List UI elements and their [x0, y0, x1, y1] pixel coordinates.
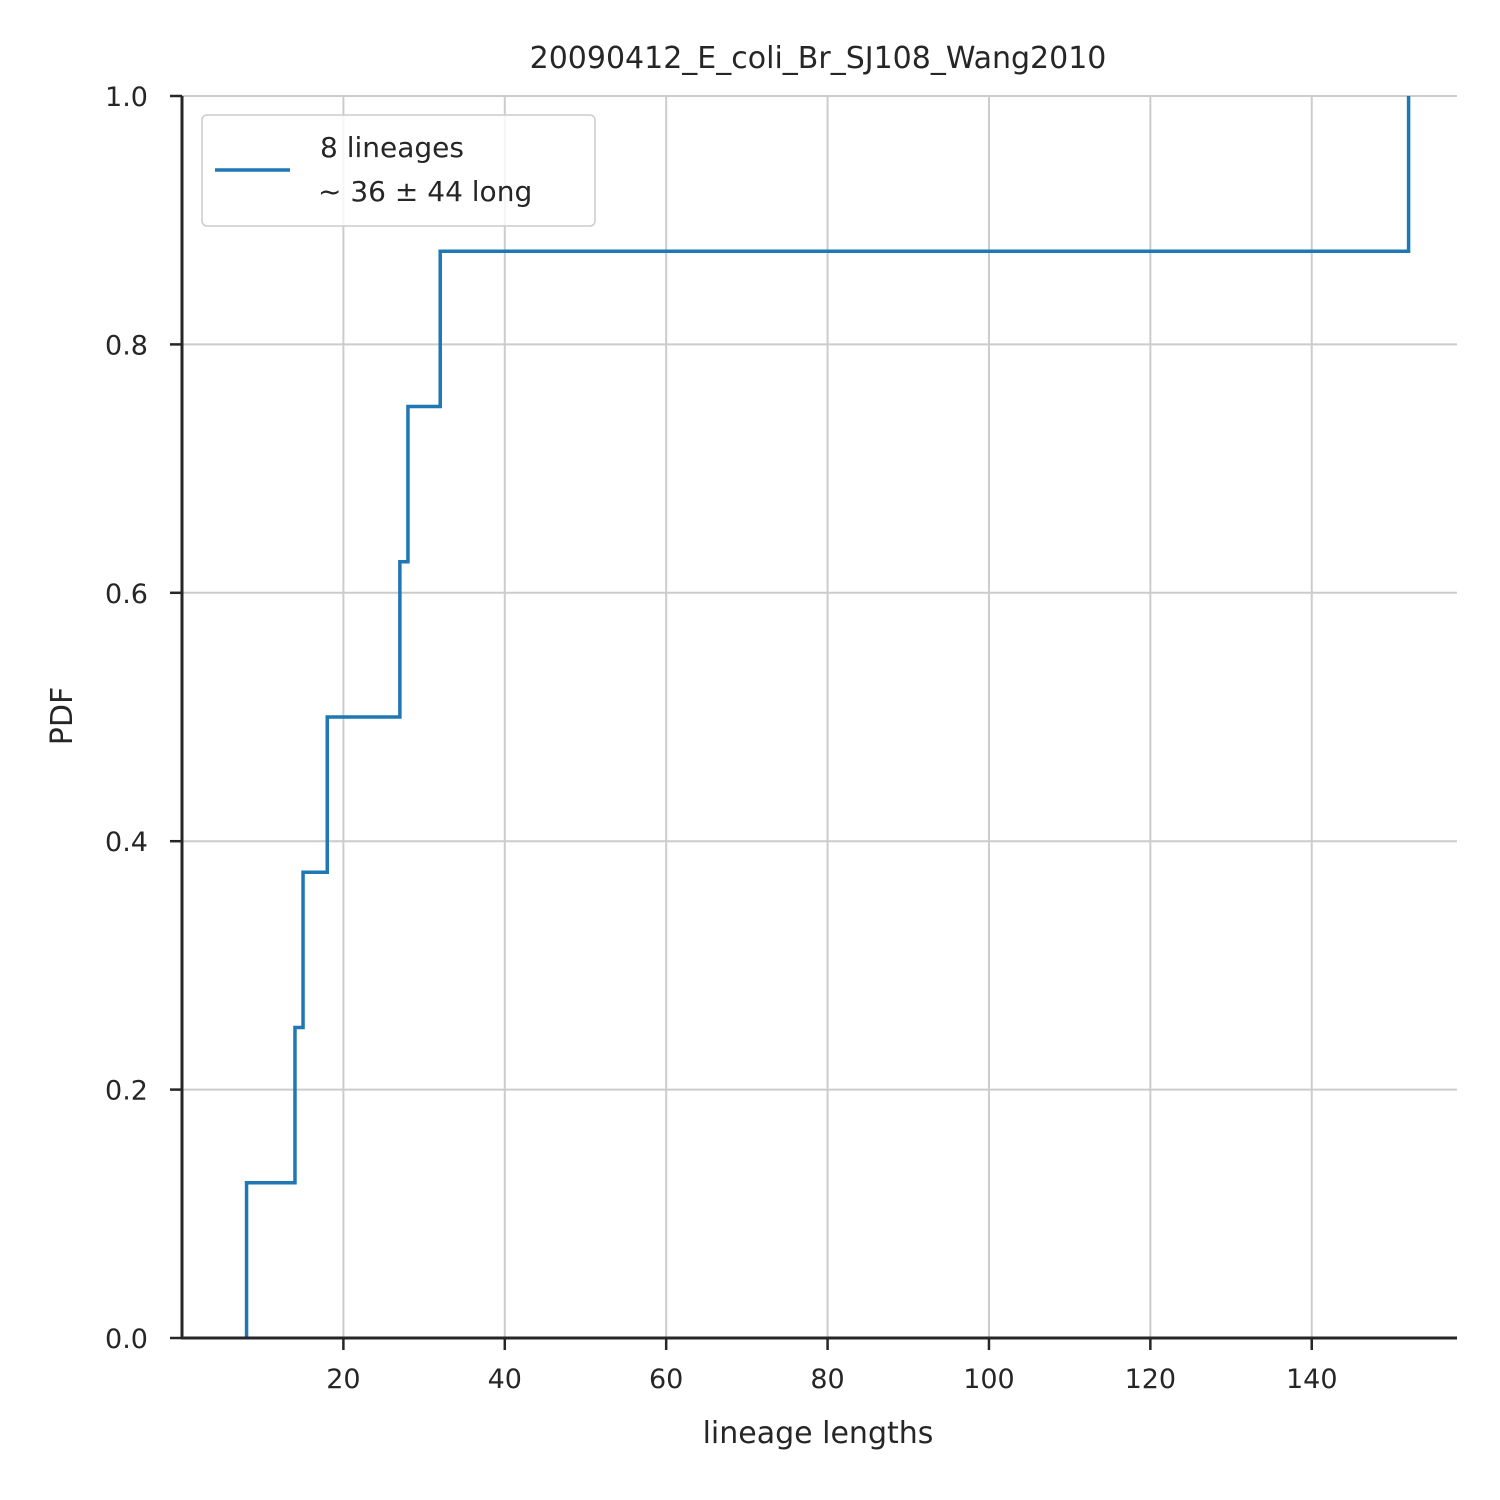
- x-tick-label: 120: [1125, 1364, 1177, 1395]
- x-tick-label: 80: [810, 1364, 844, 1395]
- y-axis-label: PDF: [45, 687, 80, 745]
- grid-lines: [182, 95, 1457, 1338]
- x-axis-label: lineage lengths: [703, 1416, 934, 1451]
- series-line: [244, 96, 1411, 1338]
- chart-title: 20090412_E_coli_Br_SJ108_Wang2010: [530, 41, 1107, 76]
- y-tick-label: 0.6: [105, 579, 148, 610]
- legend: 8 lineages ~ 36 ± 44 long: [201, 114, 596, 227]
- x-tick-label: 140: [1286, 1364, 1338, 1395]
- x-tick-label: 20: [326, 1364, 360, 1395]
- legend-label-line2: ~ 36 ± 44 long: [318, 175, 532, 208]
- y-tick-label: 0.0: [105, 1324, 148, 1355]
- x-tick-label: 60: [649, 1364, 683, 1395]
- tick-marks: [170, 94, 1313, 1350]
- y-tick-label: 0.2: [105, 1076, 148, 1107]
- series-layer: [244, 96, 1411, 1338]
- y-tick-label: 0.8: [105, 330, 148, 361]
- x-tick-label: 100: [963, 1364, 1015, 1395]
- x-tick-label: 40: [488, 1364, 522, 1395]
- y-tick-label: 0.4: [105, 827, 148, 858]
- axes: [180, 96, 1457, 1340]
- y-tick-label: 1.0: [105, 82, 148, 113]
- legend-label-line1: 8 lineages: [320, 131, 464, 164]
- legend-box: [201, 114, 596, 227]
